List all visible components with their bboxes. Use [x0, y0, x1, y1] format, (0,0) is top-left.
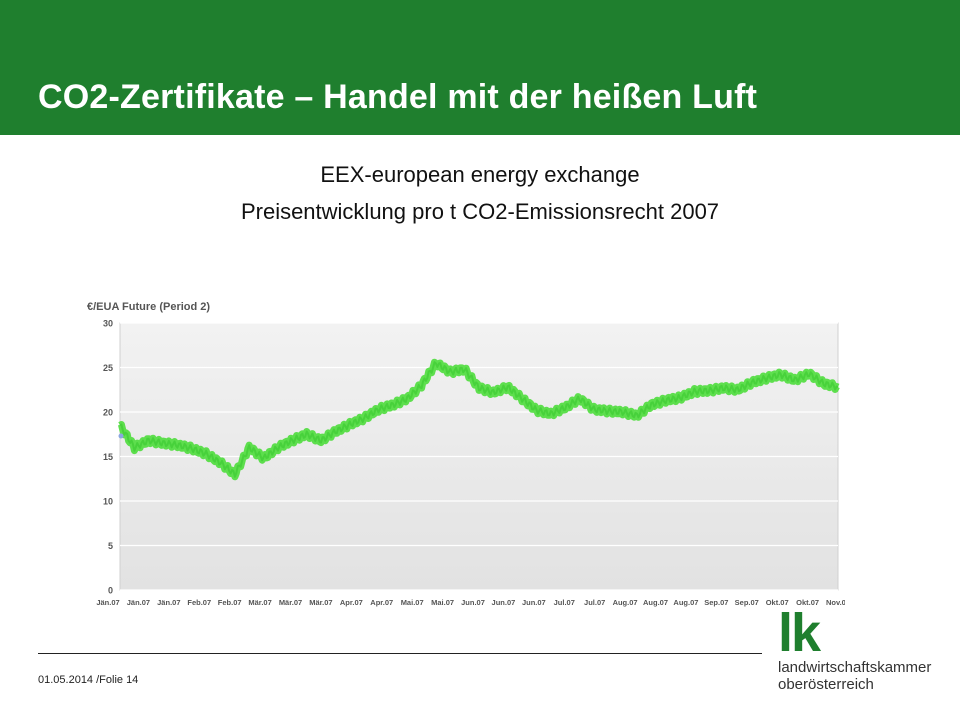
- x-tick-label: Nov.07: [826, 598, 845, 607]
- x-tick-label: Sep.07: [704, 598, 728, 607]
- x-tick-label: Aug.07: [643, 598, 668, 607]
- x-tick-label: Jän.07: [127, 598, 150, 607]
- subtitle-exchange: EEX-european energy exchange: [320, 162, 640, 187]
- lk-logo: lk landwirtschaftskammer oberösterreich: [778, 606, 932, 696]
- x-tick-label: Mai.07: [401, 598, 424, 607]
- logo-mark: lk: [778, 603, 821, 663]
- x-tick-label: Jän.07: [96, 598, 119, 607]
- x-tick-label: Jän.07: [157, 598, 180, 607]
- x-tick-label: Jul.07: [584, 598, 605, 607]
- footer-date-slide: 01.05.2014 /Folie 14: [38, 674, 139, 686]
- header-bar: CO2-Zertifikate – Handel mit der heißen …: [0, 0, 960, 135]
- x-tick-label: Mär.07: [279, 598, 302, 607]
- x-tick-label: Aug.07: [613, 598, 638, 607]
- y-tick-label: 25: [103, 363, 113, 373]
- x-tick-label: Apr.07: [340, 598, 363, 607]
- x-tick-label: Mai.07: [431, 598, 454, 607]
- x-tick-label: Jun.07: [492, 598, 516, 607]
- x-tick-label: Okt.07: [796, 598, 819, 607]
- y-tick-label: 5: [108, 541, 113, 551]
- x-tick-label: Apr.07: [370, 598, 393, 607]
- x-tick-label: Jul.07: [554, 598, 575, 607]
- x-tick-label: Okt.07: [766, 598, 789, 607]
- footer-divider: [38, 653, 762, 654]
- start-marker: [118, 433, 124, 439]
- subtitle-description: Preisentwicklung pro t CO2-Emissionsrech…: [240, 199, 720, 224]
- x-tick-label: Jun.07: [461, 598, 485, 607]
- x-tick-label: Aug.07: [673, 598, 698, 607]
- x-tick-label: Jun.07: [522, 598, 546, 607]
- series-line-core: [119, 361, 839, 478]
- x-tick-label: Feb.07: [187, 598, 211, 607]
- y-tick-label: 0: [108, 586, 113, 596]
- logo-line1: landwirtschaftskammer: [778, 659, 932, 676]
- chart-title: €/EUA Future (Period 2): [87, 301, 210, 313]
- x-tick-label: Feb.07: [218, 598, 242, 607]
- y-tick-label: 20: [103, 408, 113, 418]
- y-tick-label: 15: [103, 452, 113, 462]
- price-chart: €/EUA Future (Period 2) 0 5 10 15 20 25 30 Jän.0…: [87, 301, 845, 607]
- x-tick-label: Sep.07: [735, 598, 759, 607]
- logo-line2: oberösterreich: [778, 676, 874, 693]
- y-tick-label: 30: [103, 319, 113, 329]
- y-tick-label: 10: [103, 497, 113, 507]
- x-tick-label: Mär.07: [248, 598, 271, 607]
- x-tick-label: Mär.07: [309, 598, 332, 607]
- page-title: CO2-Zertifikate – Handel mit der heißen …: [38, 78, 758, 116]
